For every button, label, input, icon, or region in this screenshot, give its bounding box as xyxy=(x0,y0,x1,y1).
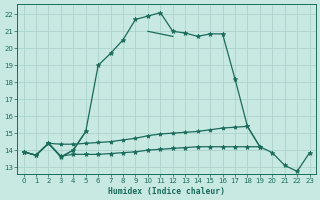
X-axis label: Humidex (Indice chaleur): Humidex (Indice chaleur) xyxy=(108,187,225,196)
